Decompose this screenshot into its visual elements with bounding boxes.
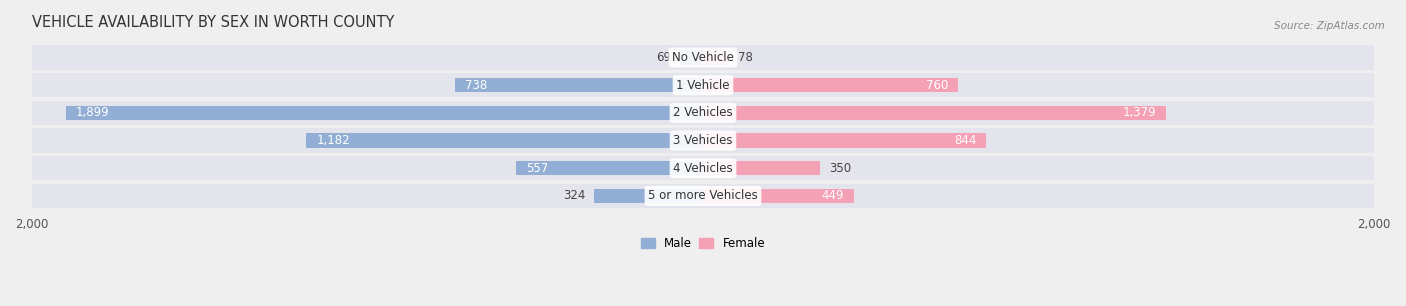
Text: 5 or more Vehicles: 5 or more Vehicles <box>648 189 758 203</box>
Text: Source: ZipAtlas.com: Source: ZipAtlas.com <box>1274 21 1385 32</box>
Bar <box>32 101 1374 125</box>
Bar <box>681 50 703 65</box>
Bar <box>32 156 1374 181</box>
Bar <box>703 50 730 65</box>
Text: 324: 324 <box>564 189 586 203</box>
Legend: Male, Female: Male, Female <box>636 232 770 255</box>
Bar <box>516 161 703 175</box>
Text: 350: 350 <box>830 162 851 175</box>
Bar <box>32 129 1374 153</box>
Text: 1,899: 1,899 <box>76 106 110 119</box>
Text: 2 Vehicles: 2 Vehicles <box>673 106 733 119</box>
Bar <box>703 106 1166 120</box>
Bar <box>456 78 703 92</box>
Bar <box>66 106 703 120</box>
Bar <box>32 45 1374 70</box>
Bar <box>32 184 1374 208</box>
Text: 844: 844 <box>953 134 976 147</box>
Text: 449: 449 <box>821 189 844 203</box>
Text: 78: 78 <box>738 51 752 64</box>
Text: 1,379: 1,379 <box>1122 106 1156 119</box>
Text: 1 Vehicle: 1 Vehicle <box>676 79 730 92</box>
Text: 1,182: 1,182 <box>316 134 350 147</box>
Bar <box>32 73 1374 97</box>
Bar <box>595 189 703 203</box>
Text: 69: 69 <box>657 51 672 64</box>
Text: No Vehicle: No Vehicle <box>672 51 734 64</box>
Text: 3 Vehicles: 3 Vehicles <box>673 134 733 147</box>
Bar <box>703 78 957 92</box>
Text: 4 Vehicles: 4 Vehicles <box>673 162 733 175</box>
Text: 557: 557 <box>526 162 548 175</box>
Text: 738: 738 <box>465 79 488 92</box>
Bar <box>703 189 853 203</box>
Bar <box>703 133 986 148</box>
Text: 760: 760 <box>925 79 948 92</box>
Bar <box>307 133 703 148</box>
Text: VEHICLE AVAILABILITY BY SEX IN WORTH COUNTY: VEHICLE AVAILABILITY BY SEX IN WORTH COU… <box>32 15 394 30</box>
Bar <box>703 161 821 175</box>
